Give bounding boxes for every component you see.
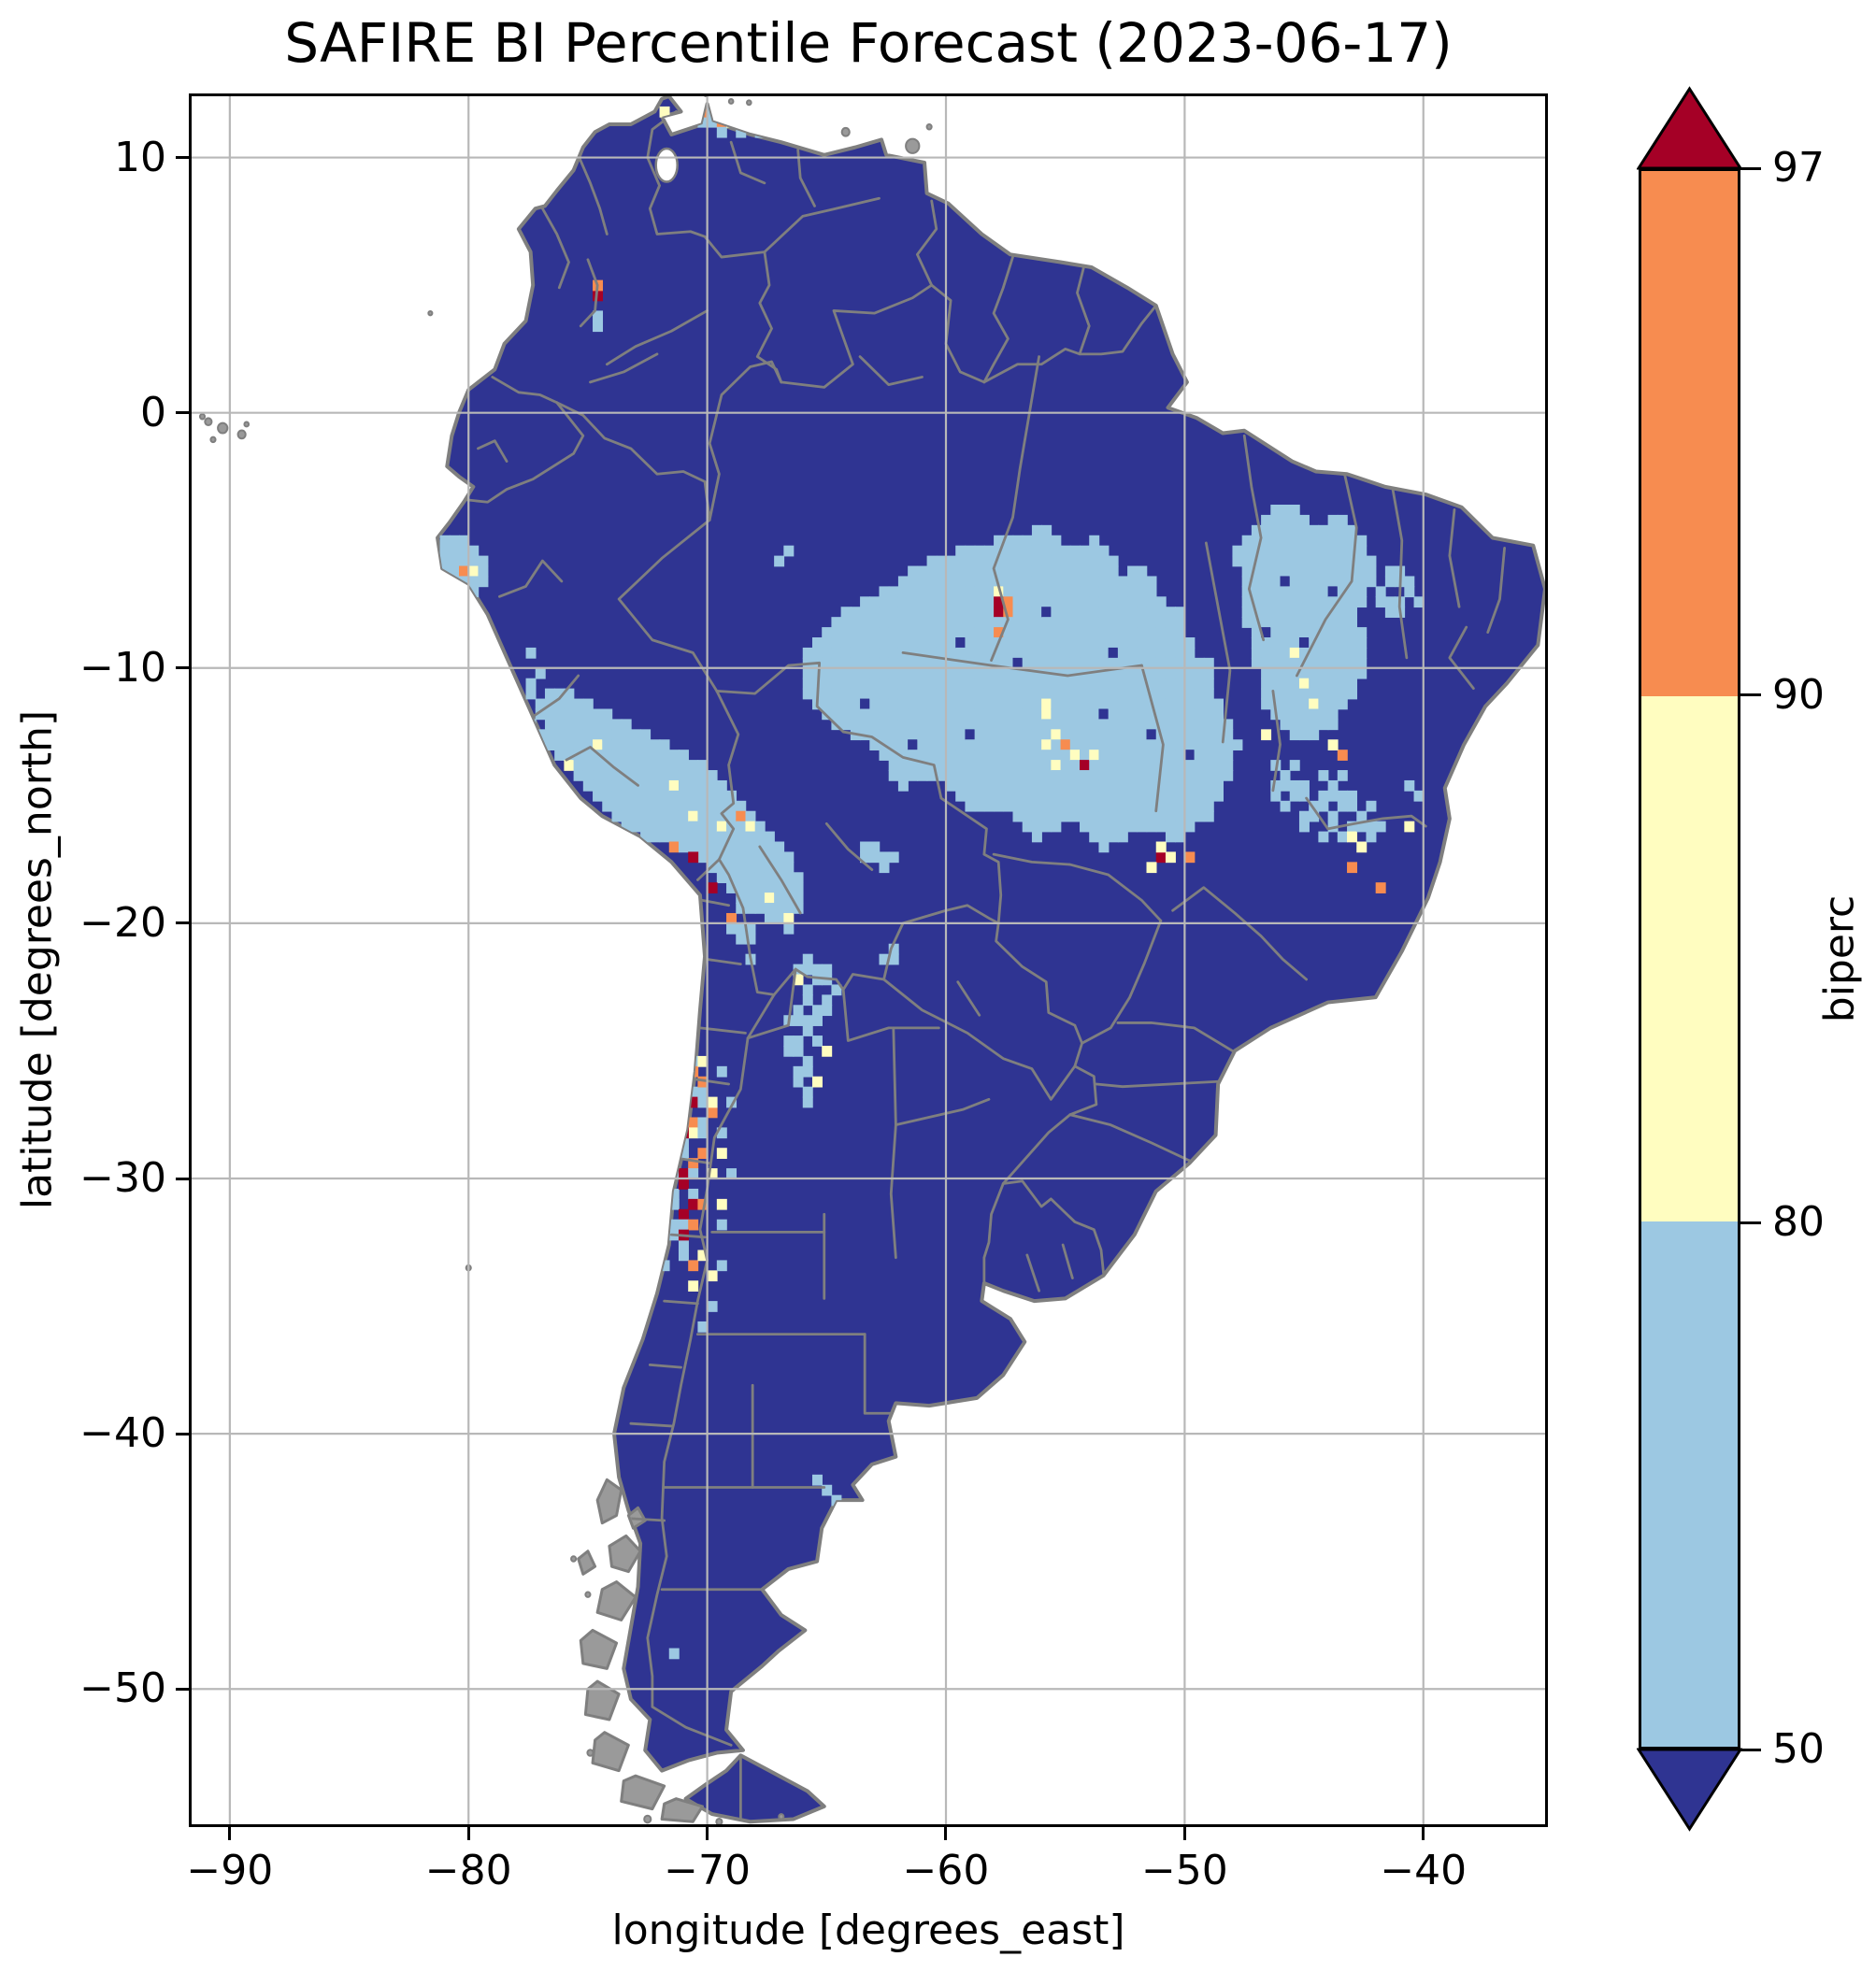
island <box>571 1556 576 1561</box>
colorbar-over-triangle <box>1637 86 1742 170</box>
colorbar-segment-50-80 <box>1641 1221 1738 1747</box>
island <box>218 423 227 434</box>
colorbar-tick <box>1740 1748 1761 1751</box>
land <box>437 96 1545 1821</box>
x-tick-label: −80 <box>424 1847 512 1894</box>
x-tick <box>228 1824 232 1840</box>
colorbar-tick-label: 97 <box>1772 144 1825 192</box>
colorbar-tick <box>1740 166 1761 170</box>
colorbar-tick-label: 80 <box>1772 1198 1825 1246</box>
y-tick <box>176 411 192 415</box>
colorbar-tick-label: 50 <box>1772 1725 1825 1773</box>
colorbar-tick <box>1740 693 1761 697</box>
colorbar-segment-90-97 <box>1641 171 1738 696</box>
y-tick-label: 0 <box>140 388 166 436</box>
fjord <box>597 1582 636 1621</box>
x-tick <box>944 1824 948 1840</box>
x-tick <box>706 1824 709 1840</box>
y-tick-label: −30 <box>79 1154 166 1202</box>
y-tick <box>176 1177 192 1180</box>
lake <box>656 149 678 182</box>
island <box>210 437 215 442</box>
y-tick-label: −10 <box>79 643 166 692</box>
fjord <box>662 1799 702 1822</box>
island <box>716 1819 722 1824</box>
fjord <box>609 1535 640 1571</box>
island <box>644 1816 651 1823</box>
island <box>428 311 432 315</box>
x-axis-label: longitude [degrees_east] <box>611 1907 1125 1954</box>
y-tick <box>176 156 192 160</box>
island <box>244 421 249 426</box>
x-tick-label: −50 <box>1140 1847 1228 1894</box>
island <box>747 100 752 105</box>
y-tick <box>176 1432 192 1435</box>
colorbar-segment-80-90 <box>1641 696 1738 1221</box>
island <box>842 128 850 136</box>
y-tick-label: −50 <box>79 1664 166 1713</box>
x-tick <box>1182 1824 1186 1840</box>
x-tick-label: −70 <box>664 1847 752 1894</box>
colorbar-extend-triangles <box>1637 86 1742 1832</box>
island <box>205 418 211 425</box>
x-tick <box>466 1824 470 1840</box>
island <box>200 414 205 419</box>
fjord <box>597 1479 622 1522</box>
map-svg <box>192 96 1545 1824</box>
data-cells <box>439 106 1425 1660</box>
y-tick <box>176 666 192 670</box>
island <box>729 99 734 104</box>
x-tick-label: −40 <box>1380 1847 1468 1894</box>
island <box>779 1814 783 1819</box>
fjord <box>579 1551 595 1575</box>
colorbar-under-triangle <box>1637 1748 1742 1832</box>
plot-title: SAFIRE BI Percentile Forecast (2023-06-1… <box>284 11 1453 75</box>
fjord <box>580 1630 616 1668</box>
colorbar-tick-label: 90 <box>1772 670 1825 719</box>
admin-borders <box>464 111 1504 1819</box>
colorbar <box>1639 168 1740 1750</box>
y-tick-label: 10 <box>114 133 166 181</box>
y-tick-label: −20 <box>79 898 166 947</box>
island <box>585 1592 590 1596</box>
fjord <box>585 1681 619 1720</box>
x-tick-label: −60 <box>902 1847 990 1894</box>
y-tick <box>176 1687 192 1691</box>
fjord <box>593 1733 628 1771</box>
y-tick <box>176 921 192 925</box>
x-tick-label: −90 <box>186 1847 274 1894</box>
y-tick-label: −40 <box>79 1409 166 1458</box>
island <box>587 1750 593 1756</box>
island <box>238 431 246 439</box>
island <box>927 124 932 129</box>
fjord <box>622 1776 665 1809</box>
x-tick <box>1422 1824 1425 1840</box>
colorbar-tick <box>1740 1221 1761 1224</box>
gridlines <box>192 96 1545 1824</box>
island <box>906 139 919 153</box>
